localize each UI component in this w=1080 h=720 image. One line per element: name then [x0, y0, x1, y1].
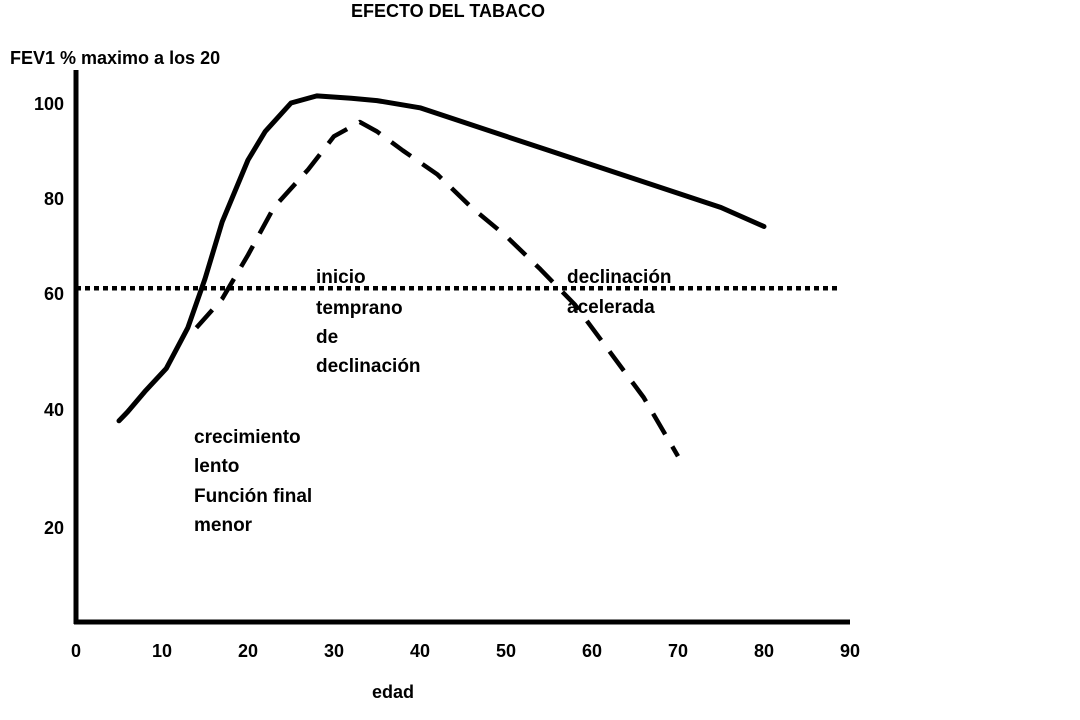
y-tick-label: 40 [44, 400, 64, 420]
chart-title: EFECTO DEL TABACO [351, 1, 545, 21]
x-tick-label: 30 [324, 641, 344, 661]
y-tick-label: 100 [34, 94, 64, 114]
x-tick-labels: 0 10 20 30 40 50 60 70 80 90 [71, 641, 860, 661]
annotation-declinacion-line: declinación [567, 267, 672, 288]
y-tick-label: 60 [44, 284, 64, 304]
x-tick-label: 80 [754, 641, 774, 661]
annotation-crecimiento-line: Función final [194, 486, 312, 507]
annotation-inicio-line: de [316, 327, 338, 348]
annotation-declinacion: declinación acelerada [567, 267, 677, 318]
y-tick-label: 20 [44, 518, 64, 538]
x-tick-label: 10 [152, 641, 172, 661]
series-layer [76, 93, 838, 458]
y-tick-labels: 100 80 60 40 20 [34, 94, 64, 538]
annotation-crecimiento-line: lento [194, 456, 239, 477]
series-line-dashed [194, 119, 680, 458]
annotation-declinacion-line: acelerada [567, 297, 655, 318]
annotation-crecimiento: crecimiento lento Función final menor [194, 427, 318, 536]
x-tick-label: 20 [238, 641, 258, 661]
x-tick-label: 40 [410, 641, 430, 661]
y-axis-label: FEV1 % maximo a los 20 [10, 48, 220, 68]
x-tick-label: 60 [582, 641, 602, 661]
x-axis-label: edad [372, 682, 414, 702]
annotation-inicio-line: declinación [316, 356, 421, 377]
x-tick-label: 90 [840, 641, 860, 661]
annotation-crecimiento-line: menor [194, 515, 253, 536]
annotation-inicio-line: temprano [316, 298, 403, 319]
y-tick-label: 80 [44, 189, 64, 209]
x-tick-label: 50 [496, 641, 516, 661]
x-tick-label: 70 [668, 641, 688, 661]
annotation-inicio: inicio temprano de declinación [316, 267, 421, 377]
x-tick-label: 0 [71, 641, 81, 661]
annotation-crecimiento-line: crecimiento [194, 427, 301, 448]
annotation-inicio-line: inicio [316, 267, 366, 288]
series-line-solid [116, 93, 767, 424]
